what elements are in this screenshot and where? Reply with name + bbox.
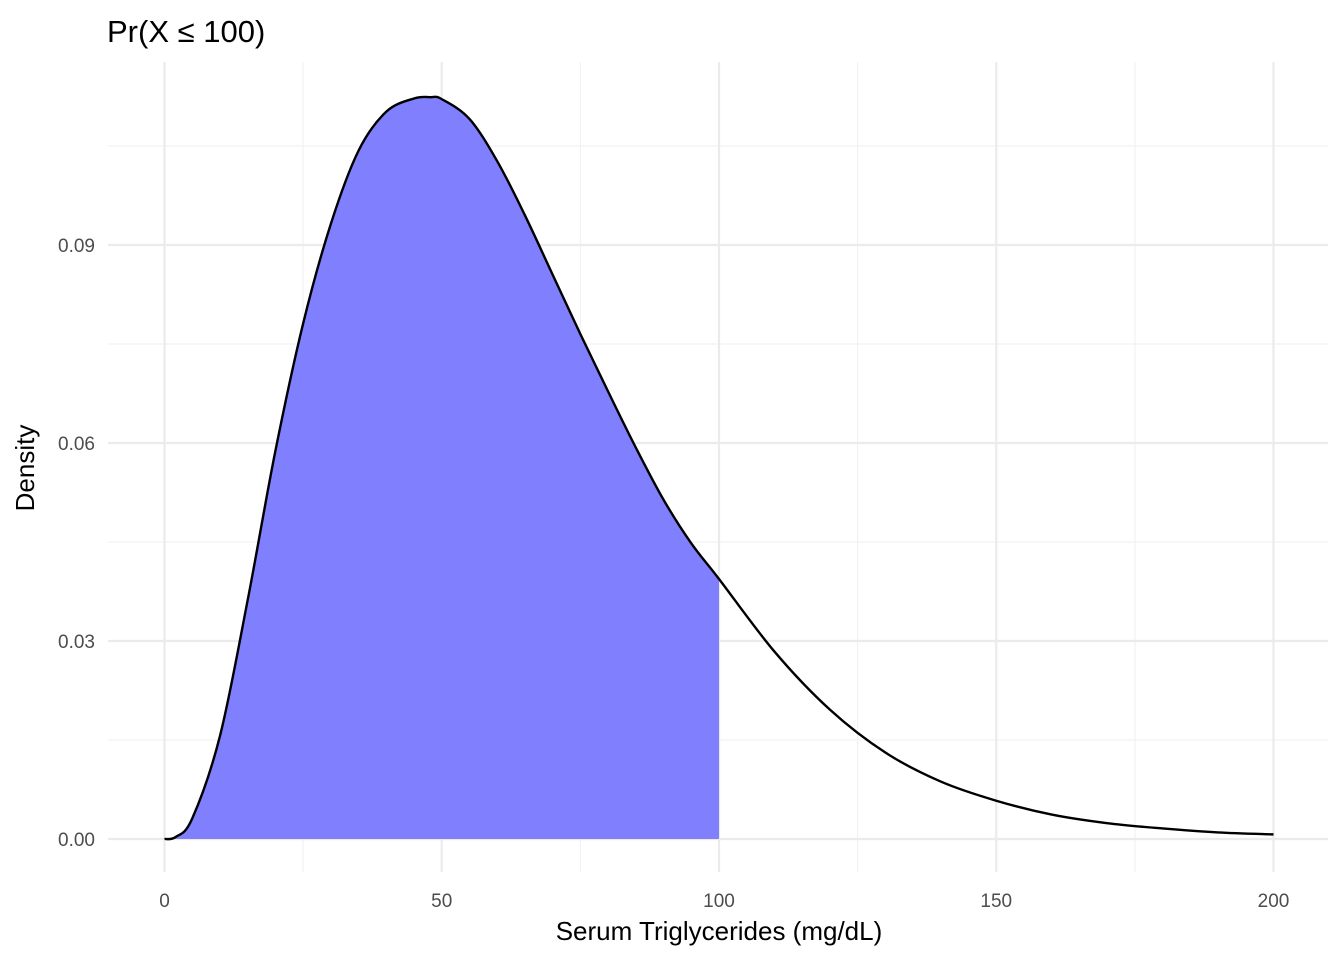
density-curve — [164, 95, 1274, 841]
x-tick-label: 100 — [703, 891, 735, 912]
shaded-probability-area — [164, 96, 719, 840]
y-tick-label: 0.06 — [58, 434, 95, 455]
x-tick-label: 150 — [980, 891, 1012, 912]
chart-title: Pr(X ≤ 100) — [107, 14, 265, 49]
x-tick-label: 200 — [1258, 891, 1290, 912]
x-tick-label: 0 — [159, 891, 170, 912]
y-tick-label: 0.00 — [58, 830, 95, 851]
y-tick-label: 0.09 — [58, 236, 95, 257]
y-axis-label: Density — [10, 425, 40, 512]
plot-marks — [164, 95, 1274, 841]
x-tick-label: 50 — [431, 891, 452, 912]
tick-labels: 0 50 100 150 200 0.00 0.03 0.06 0.09 — [58, 236, 1289, 912]
y-tick-label: 0.03 — [58, 632, 95, 653]
x-axis-label: Serum Triglycerides (mg/dL) — [556, 916, 883, 946]
